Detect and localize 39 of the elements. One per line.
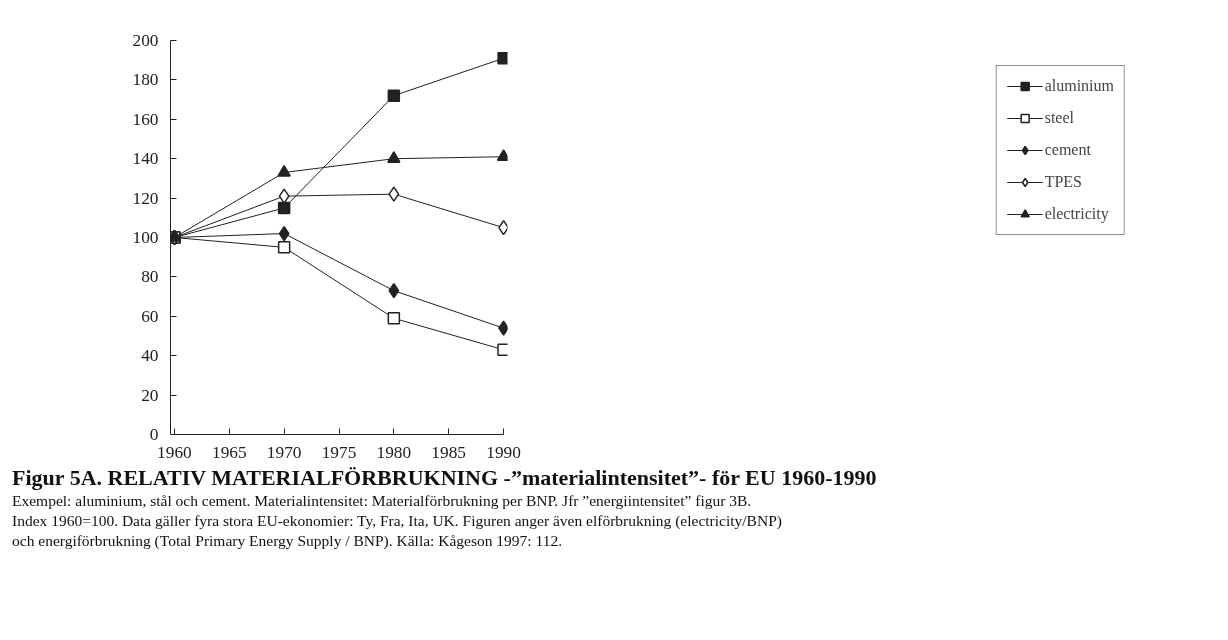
legend-label: steel: [1044, 109, 1074, 127]
y-tick-label: 180: [132, 70, 159, 90]
text: Index 1960=100. Data gäller fyra stora EU-ekonomier: Ty, Fra, Ita, UK. Figuren anger även elförbrukning (electricity/BNP): [12, 511, 783, 531]
point: [277, 201, 291, 215]
legend-label: cement: [1044, 141, 1091, 159]
point: [278, 225, 290, 242]
point: [387, 312, 401, 325]
point: [278, 188, 290, 204]
legend-label: TPES: [1044, 173, 1083, 191]
y-tick-label: 40: [141, 346, 159, 366]
x-tick-label: 1990: [486, 442, 521, 462]
point: [387, 89, 401, 102]
legend-label: aluminium: [1044, 77, 1114, 95]
x-tick-label: 1980: [376, 442, 412, 462]
text: Exempel: aluminium, stål och cement. Materialintensitet: Materialförbrukning per BNP. Jfr ”energiintensitet” figur 3B.: [12, 491, 753, 511]
point: [277, 241, 291, 254]
y-tick-label: 0: [149, 425, 159, 444]
x-tick-label: 1960: [157, 442, 192, 462]
x-tick-label: 1985: [431, 442, 467, 462]
x-tick-label: 1970: [266, 442, 302, 462]
point: [388, 186, 400, 202]
point: [496, 149, 508, 161]
y-tick-label: 20: [141, 385, 159, 405]
text: Figur 5A. RELATIV MATERIALFÖRBRUKNING -”materialintensitet”- för EU 1960-1990: [12, 465, 877, 491]
y-tick-label: 60: [141, 306, 159, 326]
point: [277, 164, 291, 177]
y-tick-label: 140: [132, 149, 159, 169]
legend-label: electricity: [1044, 205, 1109, 223]
point: [388, 282, 400, 299]
y-tick-label: 120: [132, 188, 159, 208]
y-tick-label: 160: [132, 109, 159, 129]
y-tick-label: 200: [132, 31, 159, 50]
y-tick-label: 100: [132, 228, 159, 247]
point: [497, 343, 508, 357]
point: [387, 151, 401, 163]
x-tick-label: 1965: [211, 442, 247, 462]
y-tick-label: 80: [141, 267, 159, 287]
x-tick-label: 1975: [321, 442, 357, 462]
text: och energiförbrukning (Total Primary Energy Supply / BNP). Källa: Kågeson 1997: 112.: [12, 531, 564, 551]
